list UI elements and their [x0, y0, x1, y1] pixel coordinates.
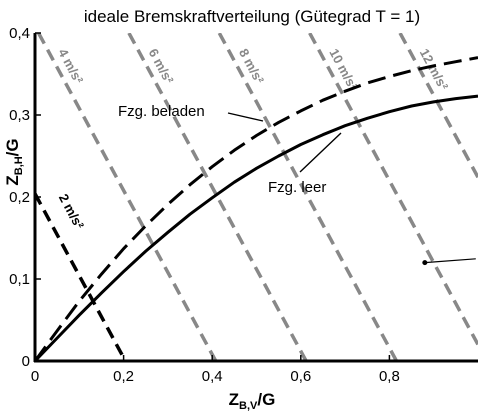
series-line-beladen — [35, 56, 478, 361]
deceleration-line-5 — [308, 33, 478, 346]
y-axis-label-sub: B,H — [13, 156, 25, 175]
x-tick-label: 0,6 — [290, 368, 311, 385]
x-axis-label-sub: B,V — [239, 400, 258, 412]
curve-pointer-beladen — [227, 112, 264, 122]
curve-label-leer: Fzg. leer — [268, 179, 326, 196]
x-tick-label: 0,2 — [113, 368, 134, 385]
deceleration-line-2 — [37, 33, 218, 361]
y-axis-label: ZB,H/G — [3, 138, 25, 185]
y-tick-label: 0,2 — [9, 189, 30, 206]
deceleration-label-1: 2 m/s² — [56, 191, 87, 232]
x-ticks: 0 0,2 0,4 0,6 0,8 — [31, 355, 400, 385]
deceleration-lines — [35, 33, 478, 361]
x-axis-label: ZB,V/G — [229, 390, 276, 412]
y-ticks: 0 0,1 0,2 0,3 0,4 — [9, 25, 41, 370]
annotation-marker — [422, 258, 476, 266]
annotation-leader — [424, 258, 476, 264]
deceleration-label-3: 6 m/s² — [146, 46, 177, 87]
chart-title: ideale Bremskraftverteilung (Gütegrad T … — [84, 7, 420, 26]
curve-pointer-leer — [299, 132, 342, 173]
x-tick-label: 0,4 — [202, 368, 223, 385]
y-tick-label: 0,1 — [9, 271, 30, 288]
y-axis-label-main: Z — [3, 175, 22, 185]
x-axis-label-main: Z — [229, 390, 239, 409]
y-tick-label: 0,4 — [9, 25, 30, 42]
x-axis-label-suffix: /G — [257, 390, 275, 409]
y-tick-label: 0 — [22, 353, 30, 370]
series-lines — [35, 56, 478, 361]
deceleration-label-2: 4 m/s² — [55, 46, 86, 87]
deceleration-line-6 — [398, 33, 478, 179]
x-tick-label: 0,8 — [379, 368, 400, 385]
y-axis-label-suffix: /G — [3, 138, 22, 156]
deceleration-label-4: 8 m/s² — [236, 46, 267, 87]
deceleration-line-3 — [127, 33, 308, 361]
deceleration-line-1 — [35, 192, 127, 361]
series-line-leer — [35, 94, 478, 361]
deceleration-line-4 — [217, 33, 399, 361]
x-tick-label: 0 — [31, 368, 39, 385]
y-tick-label: 0,3 — [9, 107, 30, 124]
curve-label-beladen: Fzg. beladen — [118, 103, 205, 120]
